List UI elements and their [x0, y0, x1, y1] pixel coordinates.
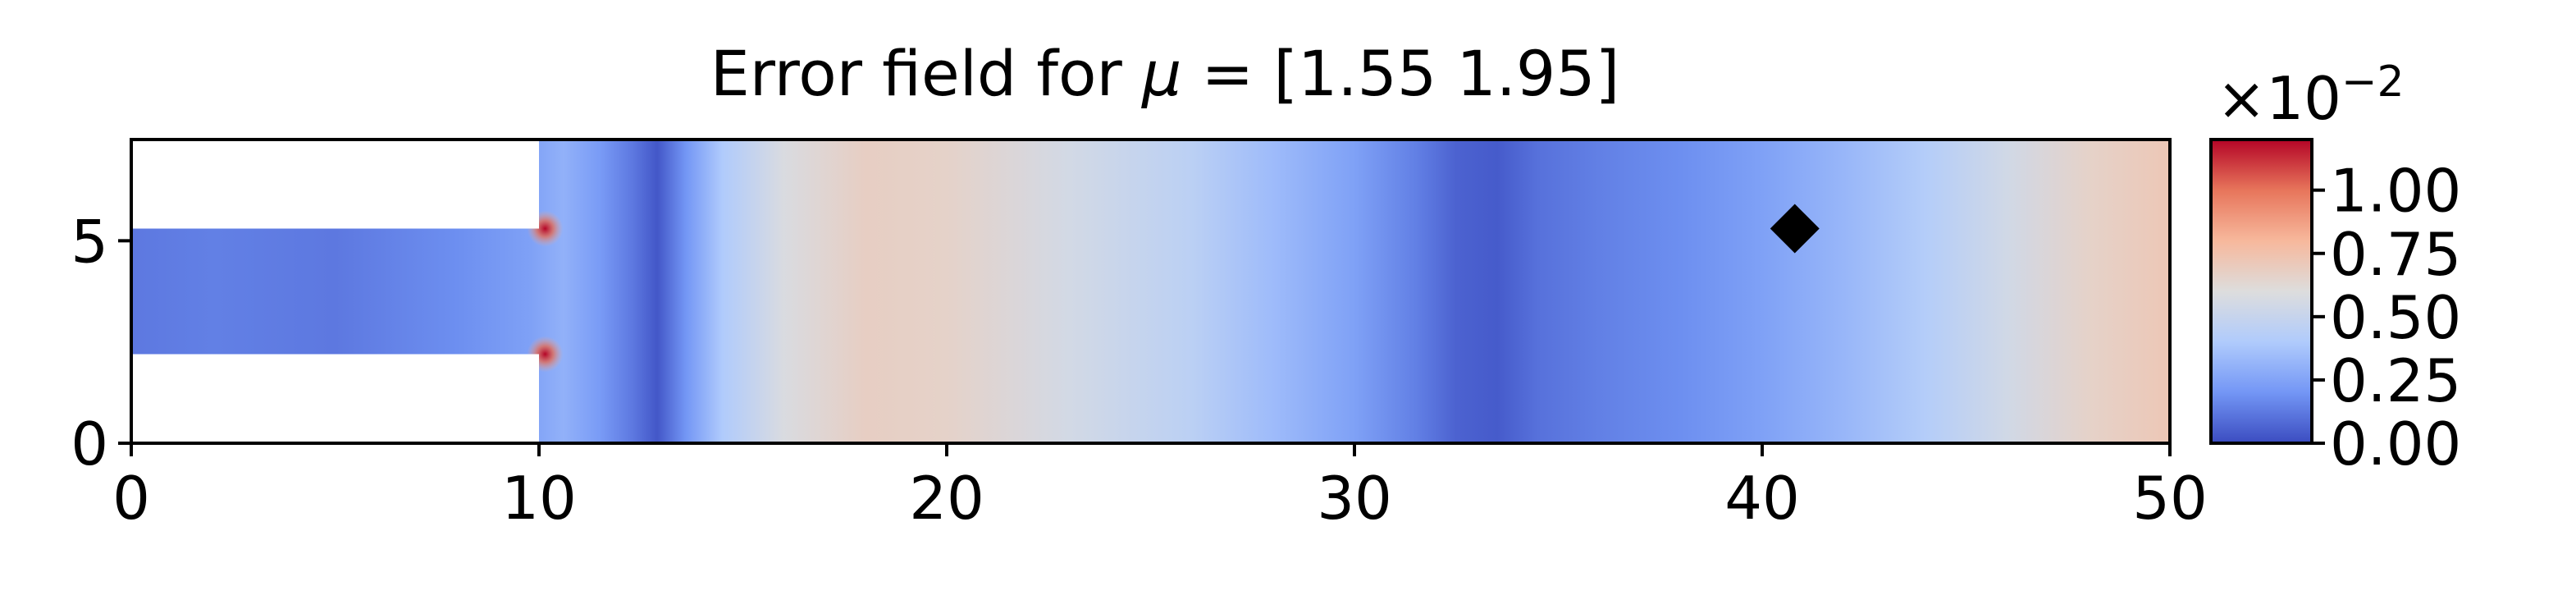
diamond-marker [1770, 204, 1820, 254]
colorbar-tick-label: 0.25 [2330, 346, 2461, 415]
error-field [131, 140, 2170, 443]
x-tick-label: 20 [909, 464, 984, 533]
marker-layer [1770, 204, 1820, 254]
chart-title: Error field for μ = [1.55 1.95] [710, 37, 1619, 110]
colorbar-tick-label: 0.00 [2330, 410, 2461, 478]
hotspot-1 [527, 336, 564, 373]
colorbar-tick-label: 1.00 [2330, 157, 2461, 226]
x-tick-label: 10 [501, 464, 577, 533]
y-axis-ticks: 05 [71, 207, 131, 478]
axes-frame [130, 138, 2172, 445]
colorbar-ticks: 0.000.250.500.751.00 [2312, 157, 2461, 478]
y-tick-label: 5 [71, 207, 108, 276]
x-tick-label: 40 [1724, 464, 1800, 533]
x-tick-label: 0 [112, 464, 150, 533]
hotspot-0 [527, 210, 564, 247]
y-tick-label: 0 [71, 410, 108, 478]
x-tick-label: 50 [2132, 464, 2208, 533]
colorbar-frame [2209, 138, 2313, 445]
colorbar [2211, 140, 2312, 443]
colorbar-multiplier: ×10−2 [2217, 57, 2405, 133]
colorbar-tick-label: 0.50 [2330, 283, 2461, 352]
colorbar-tick-label: 0.75 [2330, 220, 2461, 289]
error-field-fill [131, 140, 2170, 443]
x-axis-ticks: 0 10 20 30 40 50 [112, 443, 2208, 533]
x-tick-label: 30 [1317, 464, 1392, 533]
